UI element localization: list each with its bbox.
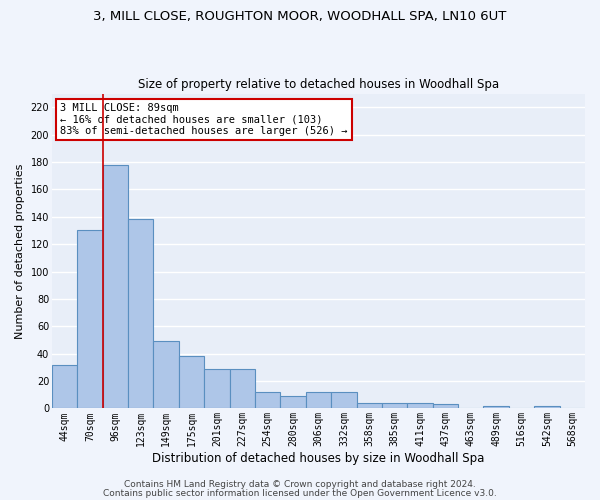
Bar: [77, 230, 103, 408]
Text: 3 MILL CLOSE: 89sqm
← 16% of detached houses are smaller (103)
83% of semi-detac: 3 MILL CLOSE: 89sqm ← 16% of detached ho…: [60, 103, 347, 136]
Bar: [204, 368, 230, 408]
Y-axis label: Number of detached properties: Number of detached properties: [15, 164, 25, 338]
Bar: [433, 404, 458, 408]
Title: Size of property relative to detached houses in Woodhall Spa: Size of property relative to detached ho…: [138, 78, 499, 91]
Bar: [179, 356, 204, 408]
Bar: [306, 392, 331, 408]
X-axis label: Distribution of detached houses by size in Woodhall Spa: Distribution of detached houses by size …: [152, 452, 485, 465]
Bar: [280, 396, 306, 408]
Text: 3, MILL CLOSE, ROUGHTON MOOR, WOODHALL SPA, LN10 6UT: 3, MILL CLOSE, ROUGHTON MOOR, WOODHALL S…: [94, 10, 506, 23]
Bar: [128, 220, 154, 408]
Bar: [103, 164, 128, 408]
Bar: [382, 403, 407, 408]
Bar: [255, 392, 280, 408]
Bar: [230, 368, 255, 408]
Text: Contains HM Land Registry data © Crown copyright and database right 2024.: Contains HM Land Registry data © Crown c…: [124, 480, 476, 489]
Bar: [407, 403, 433, 408]
Bar: [331, 392, 356, 408]
Bar: [356, 403, 382, 408]
Bar: [534, 406, 560, 408]
Bar: [52, 364, 77, 408]
Text: Contains public sector information licensed under the Open Government Licence v3: Contains public sector information licen…: [103, 488, 497, 498]
Bar: [484, 406, 509, 408]
Bar: [154, 342, 179, 408]
